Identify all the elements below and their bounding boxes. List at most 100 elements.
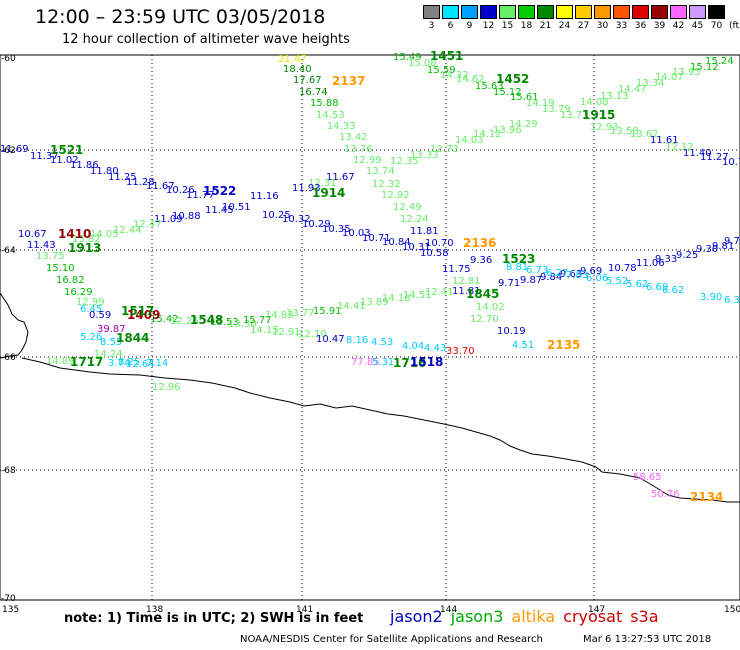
- wave-height-reading: 13.33: [410, 150, 439, 161]
- wave-height-reading: 12.99: [353, 155, 382, 166]
- wave-height-reading: 14.53: [316, 110, 345, 121]
- wave-height-reading: 13.58: [610, 126, 639, 137]
- wave-height-reading: 14.02: [476, 302, 505, 313]
- scale-label: 15: [501, 21, 514, 31]
- scale-swatch: [632, 5, 649, 19]
- scale-swatch: [480, 5, 497, 19]
- wave-height-reading: 16.74: [299, 87, 328, 98]
- wave-height-reading: 12.96: [152, 382, 181, 393]
- wave-height-reading: 3.90: [700, 292, 722, 303]
- orbit-number: 1521: [50, 143, 83, 157]
- wave-height-reading: 12.64: [126, 359, 155, 370]
- wave-height-reading: 3.74: [108, 358, 130, 369]
- lon-tick-label: 135: [2, 605, 19, 615]
- scale-swatch: [613, 5, 630, 19]
- scale-label: 3: [428, 21, 435, 31]
- wave-height-reading: 12.73: [430, 144, 459, 155]
- wave-height-reading: 6.27: [546, 268, 568, 279]
- wave-height-reading: 16.29: [64, 287, 93, 298]
- wave-height-reading: 14.19: [526, 98, 555, 109]
- lat-tick-label: -66: [1, 353, 16, 363]
- wave-height-reading: 15.24: [705, 56, 734, 67]
- wave-height-reading: 14.24: [94, 349, 123, 360]
- scale-label: 18: [520, 21, 533, 31]
- scale-label: 24: [558, 21, 571, 31]
- wave-height-reading: 10.35: [322, 224, 351, 235]
- wave-height-reading: 13.42: [339, 132, 368, 143]
- wave-height-reading: 15.12: [690, 62, 719, 73]
- wave-height-reading: 15.63: [475, 81, 504, 92]
- orbit-number: 1451: [430, 49, 463, 63]
- wave-height-reading: 15.42: [150, 314, 179, 325]
- wave-height-reading: 12.31: [308, 178, 337, 189]
- wave-height-reading: 13.74: [366, 166, 395, 177]
- satellite-legend: jason2 jason3 altika cryosat s3a: [390, 607, 667, 626]
- wave-height-reading: 4.53: [371, 337, 393, 348]
- wave-height-reading: 13.71: [560, 110, 589, 121]
- wave-height-reading: 10.47: [316, 334, 345, 345]
- wave-height-reading: 8.81: [506, 262, 528, 273]
- wave-height-reading: 0.59: [89, 310, 111, 321]
- wave-height-reading: 39.87: [97, 324, 126, 335]
- wave-height-reading: 7.14: [146, 358, 168, 369]
- lon-tick-label: 147: [588, 605, 605, 615]
- wave-height-reading: 18.40: [283, 64, 312, 75]
- legend-jason3: jason3: [450, 607, 504, 626]
- wave-height-reading: 11.40: [683, 148, 712, 159]
- wave-height-reading: 10.67: [18, 229, 47, 240]
- orbit-number: 1452: [496, 72, 529, 86]
- wave-height-reading: 14.62: [456, 74, 485, 85]
- wave-height-reading: 21.47: [278, 54, 307, 65]
- axis-tick-labels: 135 138 141 144 147 150 -60 -62 -64 -66 -68 -70: [1, 54, 740, 615]
- wave-height-reading: 14.05: [90, 229, 119, 240]
- wave-height-reading: 10.19: [497, 326, 526, 337]
- wave-height-reading: 11.69: [0, 144, 29, 155]
- wave-height-reading: 12.91: [272, 327, 301, 338]
- page-title: 12:00 – 23:59 UTC 03/05/2018: [35, 6, 326, 28]
- orbit-number: 1915: [582, 108, 615, 122]
- wave-height-reading: 13.89: [360, 297, 389, 308]
- scale-label: 12: [482, 21, 495, 31]
- wave-height-reading: 15.61: [510, 92, 539, 103]
- legend-cryosat: cryosat: [563, 607, 623, 626]
- wave-height-reading: 14.83: [265, 310, 294, 321]
- wave-height-reading: 11.67: [146, 181, 175, 192]
- wave-height-reading: 9.36: [470, 255, 492, 266]
- orbit-number: 1410: [58, 227, 91, 241]
- wave-height-reading: 12.47: [133, 219, 162, 230]
- wave-height-reading: 9.87: [520, 275, 542, 286]
- wave-height-reading: 12.92: [381, 190, 410, 201]
- orbit-number: 1518: [410, 355, 443, 369]
- orbit-number: 1517: [121, 304, 154, 318]
- lat-tick-label: -68: [1, 466, 16, 476]
- wave-height-reading: 12.10: [298, 329, 327, 340]
- wave-height-reading: 6.36: [724, 295, 740, 306]
- wave-height-reading: 12.35: [390, 156, 419, 167]
- wave-height-reading: 6.45: [80, 304, 102, 315]
- scale-label: 33: [615, 21, 628, 31]
- wave-height-reading: 9.33: [655, 254, 677, 265]
- page-subtitle: 12 hour collection of altimeter wave hei…: [62, 32, 350, 47]
- wave-height-reading: 13.96: [493, 125, 522, 136]
- wave-height-reading: 14.12: [473, 129, 502, 140]
- wave-height-reading: 8.16: [346, 335, 368, 346]
- wave-height-reading: 5.62: [626, 279, 648, 290]
- wave-height-reading: 14.29: [509, 119, 538, 130]
- wave-height-reading: 11.67: [326, 172, 355, 183]
- wave-height-reading: 14.89: [46, 356, 75, 367]
- wave-height-reading: 11.75: [442, 264, 471, 275]
- wave-height-reading: 9.63: [560, 269, 582, 280]
- wave-height-reading: 15.77: [243, 315, 272, 326]
- orbit-number: 1409: [127, 308, 160, 322]
- scale-swatch: [575, 5, 592, 19]
- wave-height-reading: 5.52: [606, 276, 628, 287]
- wave-height-reading: 11.06: [636, 258, 665, 269]
- scale-swatch: [689, 5, 706, 19]
- wave-height-reading: 14.07: [655, 72, 684, 83]
- wave-height-reading: 6.06: [586, 273, 608, 284]
- wave-height-reading: 12.44: [113, 225, 142, 236]
- lon-tick-label: 150: [724, 605, 740, 615]
- units-note: note: 1) Time is in UTC; 2) SWH is in fe…: [64, 611, 364, 626]
